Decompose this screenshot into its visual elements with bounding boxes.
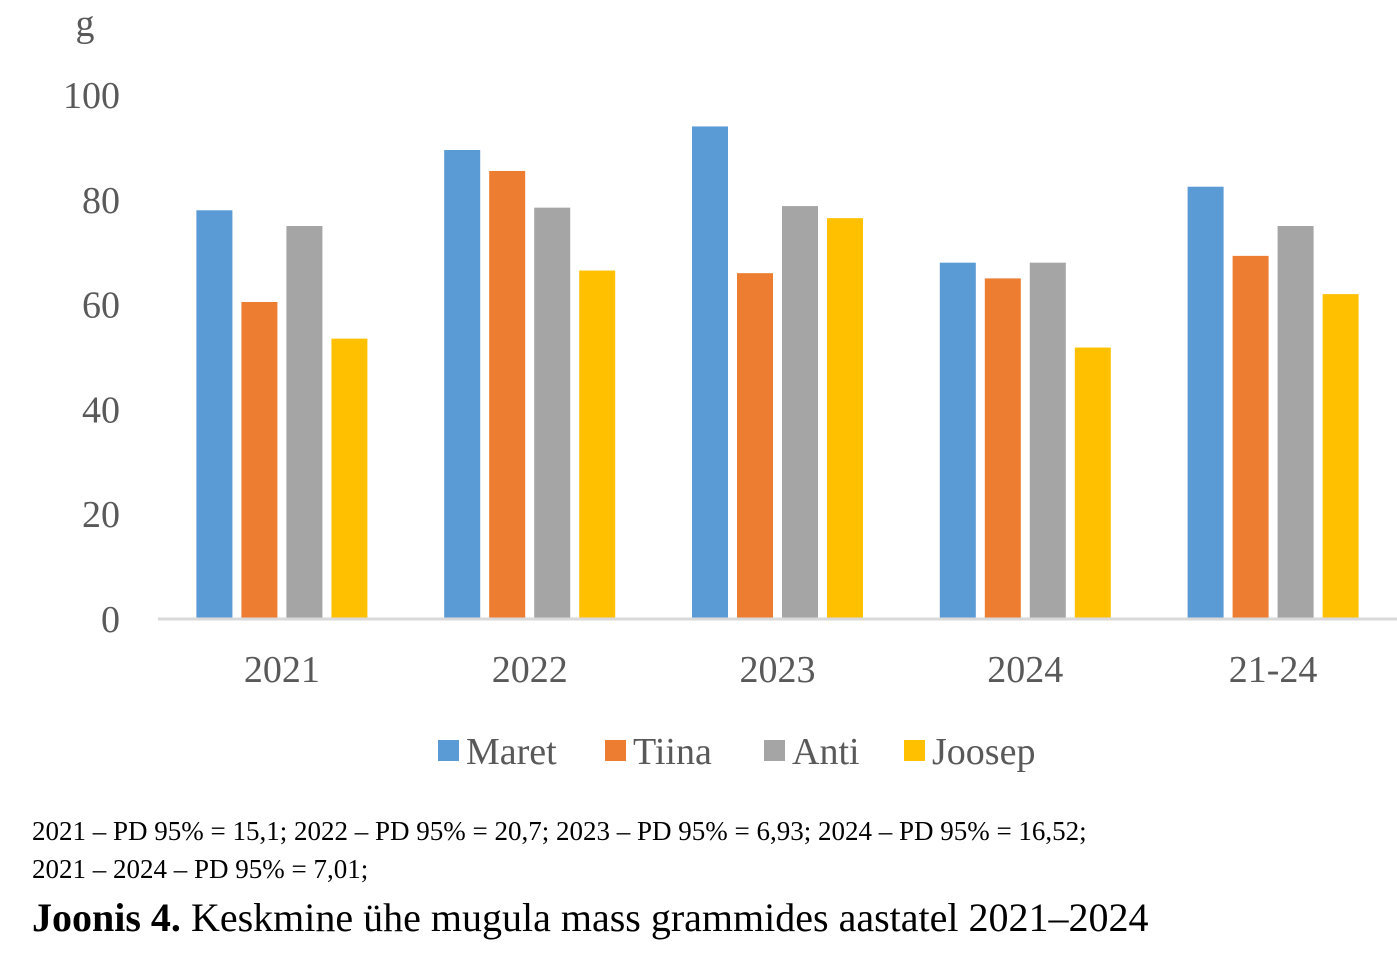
bar-joosep-2022 xyxy=(579,270,616,619)
bar-joosep-2023 xyxy=(827,218,863,619)
legend-swatch-joosep xyxy=(904,740,925,761)
bar-anti-2024 xyxy=(1029,262,1066,619)
bar-tiina-2023 xyxy=(737,273,773,619)
bar-joosep-21-24 xyxy=(1322,294,1359,619)
bar-anti-21-24 xyxy=(1277,226,1314,619)
bar-maret-2024 xyxy=(939,262,976,619)
x-tick-label: 2021 xyxy=(244,649,320,691)
x-tick-label: 2023 xyxy=(740,649,816,691)
y-tick-label: 60 xyxy=(82,285,120,327)
x-tick-label: 2024 xyxy=(987,649,1063,691)
bar-anti-2022 xyxy=(534,207,571,619)
legend-label-anti: Anti xyxy=(792,731,860,773)
legend-swatch-tiina xyxy=(605,740,626,761)
bar-tiina-2021 xyxy=(241,301,278,619)
y-tick-label: 0 xyxy=(101,599,120,641)
y-axis-ticks: 0 20 40 60 80 100 xyxy=(63,75,120,641)
bar-maret-2022 xyxy=(444,150,481,619)
bar-tiina-21-24 xyxy=(1232,255,1269,620)
lsd-note-line-2: 2021 – 2024 – PD 95% = 7,01; xyxy=(32,854,369,884)
bar-joosep-2024 xyxy=(1074,347,1111,619)
legend-label-joosep: Joosep xyxy=(932,731,1035,773)
figure-caption: Joonis 4. Keskmine ühe mugula mass gramm… xyxy=(32,892,1149,944)
bar-maret-2023 xyxy=(692,126,728,619)
legend: Maret Tiina Anti Joosep xyxy=(438,731,1035,773)
bar-tiina-2022 xyxy=(489,170,526,620)
y-axis-label: g xyxy=(76,3,95,45)
x-tick-label: 21-24 xyxy=(1229,649,1318,691)
figure-caption-label: Joonis 4. xyxy=(32,895,181,940)
bar-maret-21-24 xyxy=(1187,186,1224,619)
legend-swatch-anti xyxy=(764,740,785,761)
bar-chart: g 0 20 40 60 80 100 2021 2022 2023 2024 21-24 Mar… xyxy=(63,3,1397,773)
bar-maret-2021 xyxy=(196,210,233,619)
bar-anti-2023 xyxy=(782,206,818,619)
figure-caption-text: Keskmine ühe mugula mass grammides aasta… xyxy=(180,895,1149,940)
y-tick-label: 40 xyxy=(82,389,120,431)
y-tick-label: 20 xyxy=(82,494,120,536)
bars xyxy=(196,126,1359,620)
legend-label-tiina: Tiina xyxy=(633,731,712,773)
bar-tiina-2024 xyxy=(984,278,1021,619)
bar-joosep-2021 xyxy=(331,338,368,619)
legend-label-maret: Maret xyxy=(466,731,557,773)
y-tick-label: 80 xyxy=(82,180,120,222)
y-tick-label: 100 xyxy=(63,75,120,117)
x-tick-label: 2022 xyxy=(492,649,568,691)
legend-swatch-maret xyxy=(438,740,459,761)
lsd-note-line-1: 2021 – PD 95% = 15,1; 2022 – PD 95% = 20… xyxy=(32,816,1087,846)
bar-anti-2021 xyxy=(286,226,323,619)
x-axis-ticks: 2021 2022 2023 2024 21-24 xyxy=(244,649,1318,691)
